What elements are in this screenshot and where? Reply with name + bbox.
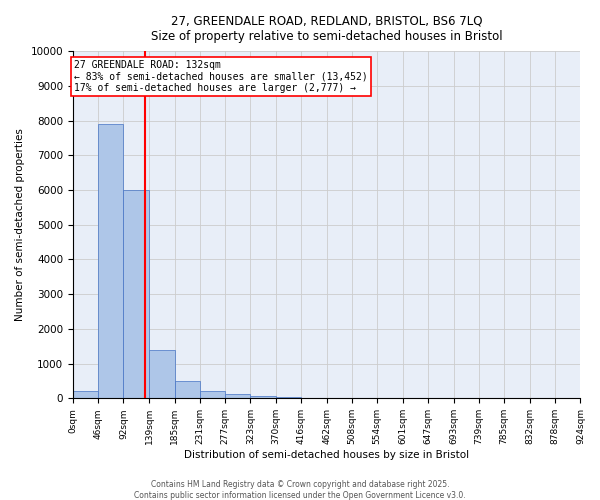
Bar (175, 381, 200, 398)
Title: 27, GREENDALE ROAD, REDLAND, BRISTOL, BS6 7LQ
Size of property relative to semi-: 27, GREENDALE ROAD, REDLAND, BRISTOL, BS… (151, 15, 503, 43)
Bar (73, 392, 98, 398)
X-axis label: Distribution of semi-detached houses by size in Bristol: Distribution of semi-detached houses by … (184, 450, 469, 460)
Bar (225, 394, 250, 398)
Text: 27 GREENDALE ROAD: 132sqm
← 83% of semi-detached houses are smaller (13,452)
17%: 27 GREENDALE ROAD: 132sqm ← 83% of semi-… (74, 60, 368, 93)
Y-axis label: Number of semi-detached properties: Number of semi-detached properties (15, 128, 25, 321)
Text: Contains HM Land Registry data © Crown copyright and database right 2025.
Contai: Contains HM Land Registry data © Crown c… (134, 480, 466, 500)
Bar (124, 190, 149, 398)
Bar (98, 124, 124, 398)
Bar (250, 396, 276, 398)
Bar (200, 392, 225, 398)
Bar (149, 350, 175, 399)
